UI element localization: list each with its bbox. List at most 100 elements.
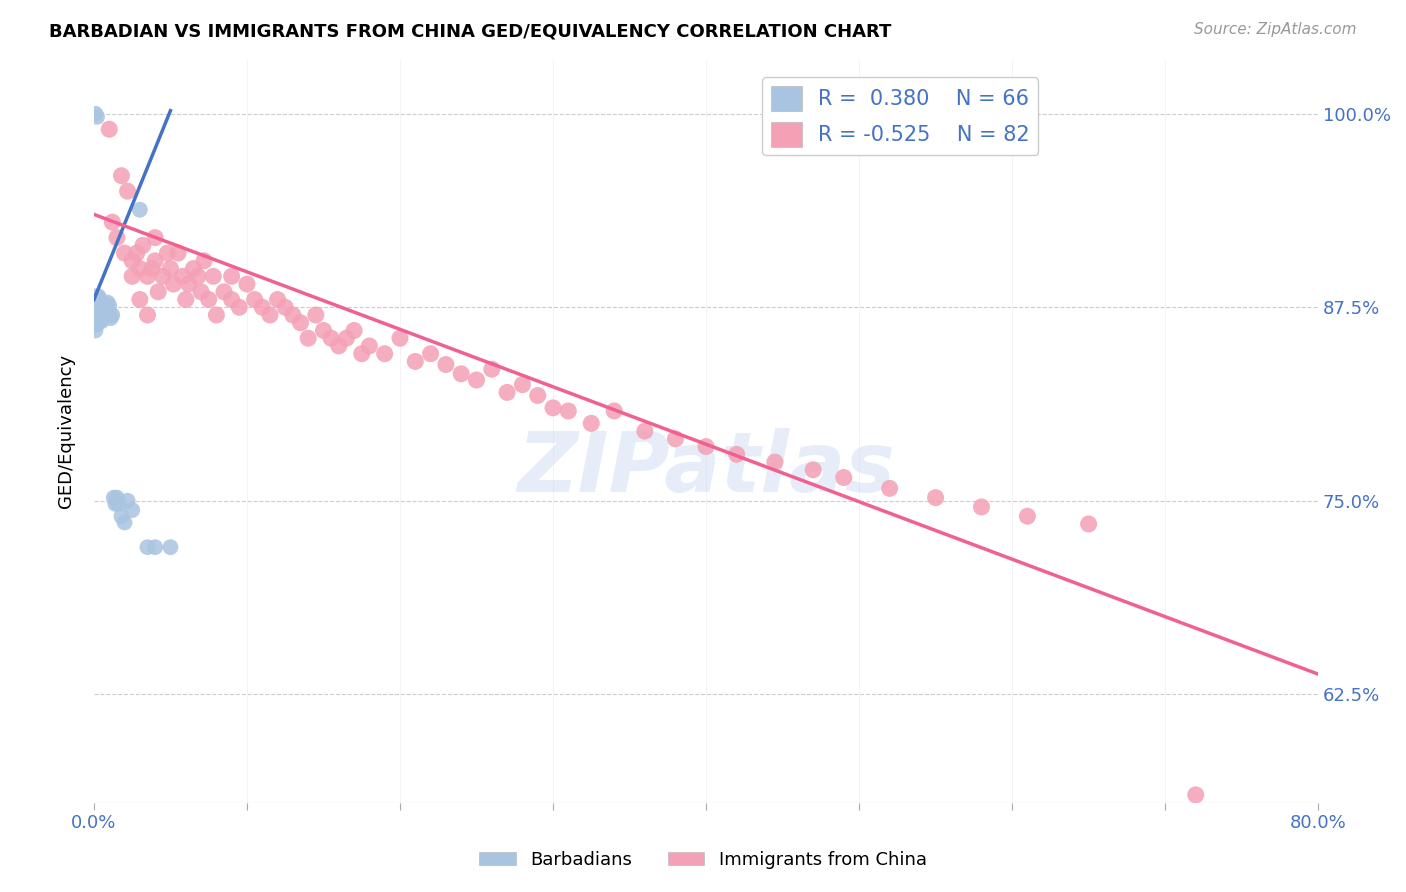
Point: [86, 110, 108, 124]
Point: [664, 432, 686, 446]
Point: [84, 311, 107, 326]
Point: [87, 308, 110, 322]
Point: [541, 401, 564, 415]
Point: [763, 455, 786, 469]
Point: [87, 293, 110, 307]
Point: [89, 311, 111, 326]
Point: [879, 481, 901, 495]
Point: [159, 261, 181, 276]
Point: [84, 107, 107, 121]
Point: [221, 269, 243, 284]
Point: [335, 331, 357, 345]
Point: [634, 424, 657, 438]
Point: [350, 347, 373, 361]
Point: [84, 314, 107, 328]
Point: [117, 493, 139, 508]
Point: [105, 491, 128, 505]
Point: [190, 285, 212, 299]
Point: [87, 295, 110, 310]
Point: [143, 230, 166, 244]
Text: BARBADIAN VS IMMIGRANTS FROM CHINA GED/EQUIVALENCY CORRELATION CHART: BARBADIAN VS IMMIGRANTS FROM CHINA GED/E…: [49, 22, 891, 40]
Point: [1077, 516, 1099, 531]
Point: [419, 347, 441, 361]
Point: [86, 301, 108, 316]
Point: [84, 289, 107, 303]
Point: [90, 314, 112, 328]
Point: [114, 246, 136, 260]
Point: [86, 318, 108, 332]
Point: [87, 301, 110, 316]
Point: [136, 308, 159, 322]
Point: [162, 277, 184, 291]
Point: [187, 269, 209, 284]
Point: [93, 299, 115, 313]
Point: [297, 331, 319, 345]
Point: [110, 169, 132, 183]
Point: [121, 269, 143, 284]
Point: [434, 358, 457, 372]
Point: [86, 308, 108, 322]
Point: [801, 463, 824, 477]
Point: [96, 301, 118, 316]
Point: [89, 305, 111, 319]
Point: [93, 308, 115, 322]
Point: [259, 308, 281, 322]
Point: [290, 316, 312, 330]
Point: [84, 299, 107, 313]
Point: [121, 253, 143, 268]
Point: [90, 295, 112, 310]
Text: Source: ZipAtlas.com: Source: ZipAtlas.com: [1194, 22, 1357, 37]
Point: [167, 246, 190, 260]
Point: [832, 470, 855, 484]
Point: [121, 503, 143, 517]
Y-axis label: GED/Equivalency: GED/Equivalency: [58, 354, 75, 508]
Point: [266, 293, 288, 307]
Point: [143, 540, 166, 554]
Point: [496, 385, 519, 400]
Point: [924, 491, 946, 505]
Point: [84, 295, 107, 310]
Point: [970, 500, 993, 514]
Point: [98, 122, 121, 136]
Point: [236, 277, 259, 291]
Point: [136, 269, 159, 284]
Point: [183, 261, 205, 276]
Point: [321, 331, 343, 345]
Point: [91, 301, 114, 316]
Point: [101, 308, 124, 322]
Point: [89, 299, 111, 313]
Point: [84, 323, 107, 337]
Point: [205, 308, 228, 322]
Point: [450, 367, 472, 381]
Point: [148, 285, 170, 299]
Point: [105, 230, 128, 244]
Point: [125, 246, 148, 260]
Point: [404, 354, 426, 368]
Point: [128, 202, 150, 217]
Point: [114, 516, 136, 530]
Point: [86, 311, 108, 326]
Point: [603, 404, 626, 418]
Point: [359, 339, 381, 353]
Point: [86, 295, 108, 310]
Point: [86, 295, 108, 310]
Point: [100, 311, 122, 326]
Point: [243, 293, 266, 307]
Point: [174, 293, 197, 307]
Point: [84, 318, 107, 332]
Point: [91, 311, 114, 326]
Point: [91, 308, 114, 322]
Point: [695, 440, 717, 454]
Point: [152, 269, 174, 284]
Point: [87, 299, 110, 313]
Point: [101, 215, 124, 229]
Point: [89, 293, 111, 307]
Point: [128, 261, 150, 276]
Point: [228, 300, 250, 314]
Point: [110, 509, 132, 524]
Point: [465, 373, 488, 387]
Point: [86, 289, 108, 303]
Point: [725, 447, 748, 461]
Point: [98, 308, 121, 322]
Point: [252, 300, 274, 314]
